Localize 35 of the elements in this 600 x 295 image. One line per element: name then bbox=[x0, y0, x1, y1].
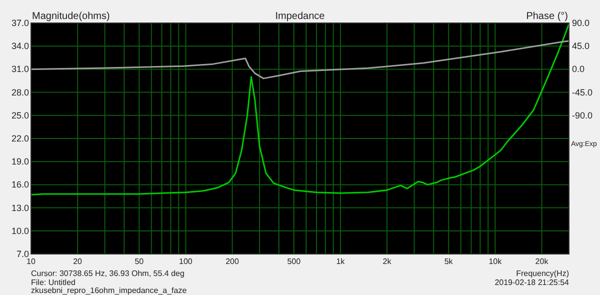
y-tick-label: 34.0 bbox=[11, 41, 29, 52]
y-tick-label: 7.0 bbox=[16, 249, 29, 259]
x-tick-label: 20 bbox=[73, 257, 83, 266]
x-tick-label: 1k bbox=[336, 257, 346, 266]
x-tick-label: 10k bbox=[488, 257, 503, 266]
x-tick-label: 2k bbox=[382, 257, 392, 266]
y-tick-label: 28.0 bbox=[11, 87, 29, 98]
y-tick-label: 22.0 bbox=[11, 134, 29, 144]
y-tick-label: 10.0 bbox=[11, 226, 29, 236]
x-tick-label: 5k bbox=[444, 257, 454, 266]
y2-tick-label: -90.0 bbox=[572, 110, 593, 120]
text: File: Untitled bbox=[31, 278, 76, 287]
y-tick-label: 16.0 bbox=[11, 180, 29, 190]
y-tick-label: 37.0 bbox=[11, 18, 29, 28]
y2-tick-label: -45.0 bbox=[572, 87, 593, 98]
y-tick-label: 31.0 bbox=[11, 64, 29, 74]
text: zkusebni_repro_16ohm_impedance_a_faze bbox=[31, 286, 188, 295]
x-tick-label: 500 bbox=[287, 257, 302, 266]
x-tick-label: 50 bbox=[134, 257, 144, 266]
y-tick-label: 25.0 bbox=[11, 110, 29, 120]
x-tick-label: 100 bbox=[179, 257, 193, 266]
x-tick-label: 20k bbox=[535, 257, 550, 266]
chart-title: Impedance bbox=[275, 11, 326, 22]
y2-tick-label: 90.0 bbox=[572, 18, 590, 28]
x-tick-label: 200 bbox=[226, 257, 240, 266]
x-tick-label: 10 bbox=[26, 257, 36, 266]
y2-tick-label: 0.0 bbox=[572, 64, 585, 74]
y-tick-label: 13.0 bbox=[11, 202, 29, 213]
y-tick-label: 19.0 bbox=[11, 156, 29, 167]
y2-tick-label: 45.0 bbox=[572, 41, 590, 52]
text: Cursor: 30738.65 Hz, 36.93 Ohm, 55.4 deg bbox=[31, 269, 184, 278]
y-axis-title: Magnitude(ohms) bbox=[32, 11, 110, 22]
y2-axis-title: Phase (°) bbox=[526, 11, 568, 22]
text: 2019-02-18 21:25:54 bbox=[494, 278, 570, 287]
x-axis-title: Frequency(Hz) bbox=[516, 269, 570, 278]
